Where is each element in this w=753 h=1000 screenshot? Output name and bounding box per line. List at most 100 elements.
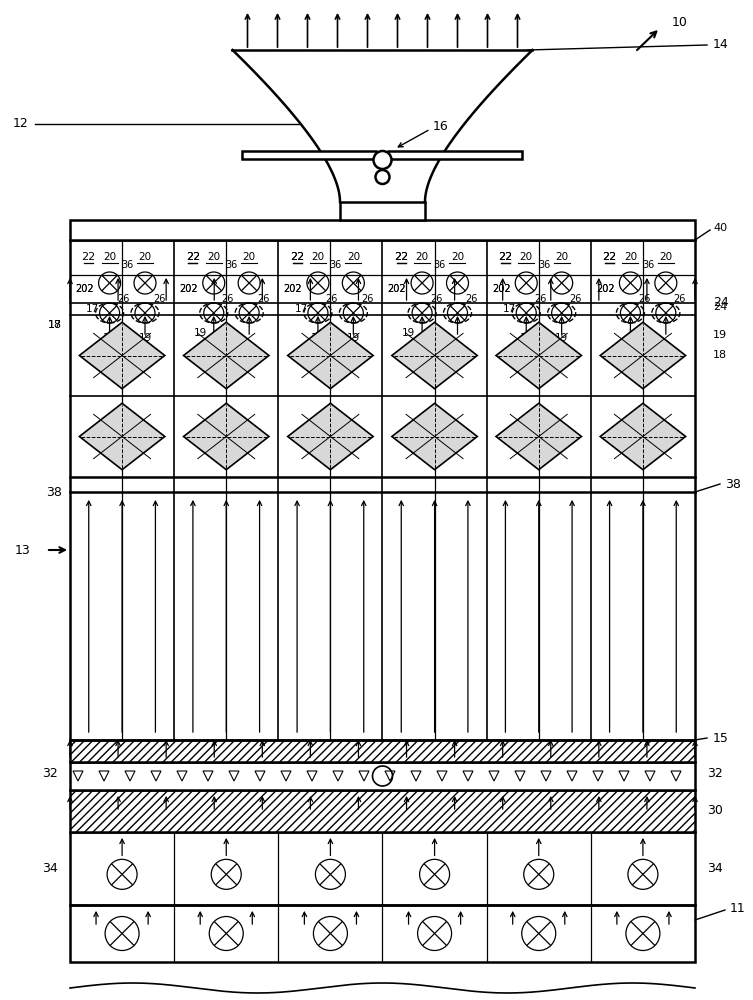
Text: 22: 22 [186,252,200,262]
Text: 40: 40 [713,223,727,233]
Text: 36: 36 [538,260,550,270]
Text: 20: 20 [555,252,569,262]
Polygon shape [184,403,269,470]
Text: 22: 22 [498,252,513,262]
Text: 202: 202 [284,284,302,294]
Text: 20: 20 [207,252,221,262]
Text: 20: 20 [242,252,256,262]
Text: 11: 11 [730,902,745,914]
Text: 17: 17 [433,342,447,352]
Text: 18: 18 [311,333,325,343]
Text: 26: 26 [361,294,373,304]
Text: 18: 18 [520,333,533,343]
Text: 22: 22 [498,252,513,262]
Text: 26: 26 [639,294,651,304]
Bar [70,240,695,740]
Text: 19: 19 [555,333,569,343]
Text: 202: 202 [284,284,302,294]
Polygon shape [496,322,581,389]
Text: 202: 202 [492,284,511,294]
Text: 26: 26 [221,294,234,304]
Text: 14: 14 [713,38,729,51]
Text: 34: 34 [42,862,58,875]
Bar [70,790,695,832]
Text: 19: 19 [402,328,415,338]
Text: 12: 12 [12,117,28,130]
Text: 22: 22 [290,252,304,262]
Text: 36: 36 [434,260,446,270]
Text: 20: 20 [103,252,116,262]
Polygon shape [184,322,269,389]
Bar [70,740,695,762]
Text: 24: 24 [319,427,332,437]
Polygon shape [288,322,373,389]
Text: 22: 22 [290,252,304,262]
Text: 26: 26 [430,294,442,304]
Bar [242,151,376,159]
Text: 20: 20 [311,252,325,262]
Text: 26: 26 [257,294,270,304]
Text: 202: 202 [75,284,94,294]
Text: 20: 20 [416,252,428,262]
Text: 22: 22 [394,252,408,262]
Text: 202: 202 [388,284,407,294]
Text: 202: 202 [492,284,511,294]
Text: 26: 26 [569,294,582,304]
Bar [70,905,695,962]
Text: 24: 24 [713,296,729,310]
Text: 22: 22 [186,252,200,262]
Text: 19: 19 [346,333,360,343]
Text: 36: 36 [121,260,133,270]
Polygon shape [79,322,165,389]
Polygon shape [392,403,477,470]
Text: 26: 26 [117,294,130,304]
Text: 26: 26 [153,294,165,304]
Text: 19: 19 [194,328,207,338]
Text: 20: 20 [623,252,637,262]
Bar [70,762,695,790]
Text: 36: 36 [225,260,238,270]
Text: 18: 18 [713,351,727,360]
Text: 202: 202 [75,284,94,294]
Text: 26: 26 [674,294,686,304]
Bar [340,202,425,220]
Text: 17: 17 [294,304,308,314]
Text: 20: 20 [520,252,533,262]
Text: 202: 202 [596,284,614,294]
Polygon shape [600,322,686,389]
Text: 20: 20 [347,252,360,262]
Text: 26: 26 [326,294,338,304]
Text: 38: 38 [46,486,62,498]
Text: 10: 10 [672,15,688,28]
Text: 202: 202 [388,284,407,294]
Text: 18: 18 [103,333,116,343]
Text: 34: 34 [707,862,723,875]
Text: 17: 17 [87,304,99,314]
Text: 17: 17 [503,304,517,314]
Bar [70,832,695,905]
Text: 19: 19 [139,333,151,343]
Polygon shape [600,403,686,470]
Text: 30: 30 [707,804,723,818]
Polygon shape [79,403,165,470]
Text: 22: 22 [394,252,408,262]
Circle shape [373,151,392,169]
Text: 20: 20 [139,252,151,262]
Text: 17: 17 [225,342,238,352]
Text: 36: 36 [330,260,342,270]
Text: 202: 202 [596,284,614,294]
Text: 20: 20 [451,252,464,262]
Text: 22: 22 [81,252,96,262]
Text: 20: 20 [660,252,672,262]
Bar [70,220,695,240]
Polygon shape [496,403,581,470]
Text: 18: 18 [48,320,62,330]
Text: 24: 24 [713,302,727,312]
Text: 38: 38 [725,478,741,490]
Text: 36: 36 [642,260,654,270]
Text: 32: 32 [42,767,58,780]
Text: 15: 15 [713,732,729,744]
Text: 32: 32 [707,767,723,780]
Circle shape [376,170,389,184]
Text: 202: 202 [179,284,198,294]
